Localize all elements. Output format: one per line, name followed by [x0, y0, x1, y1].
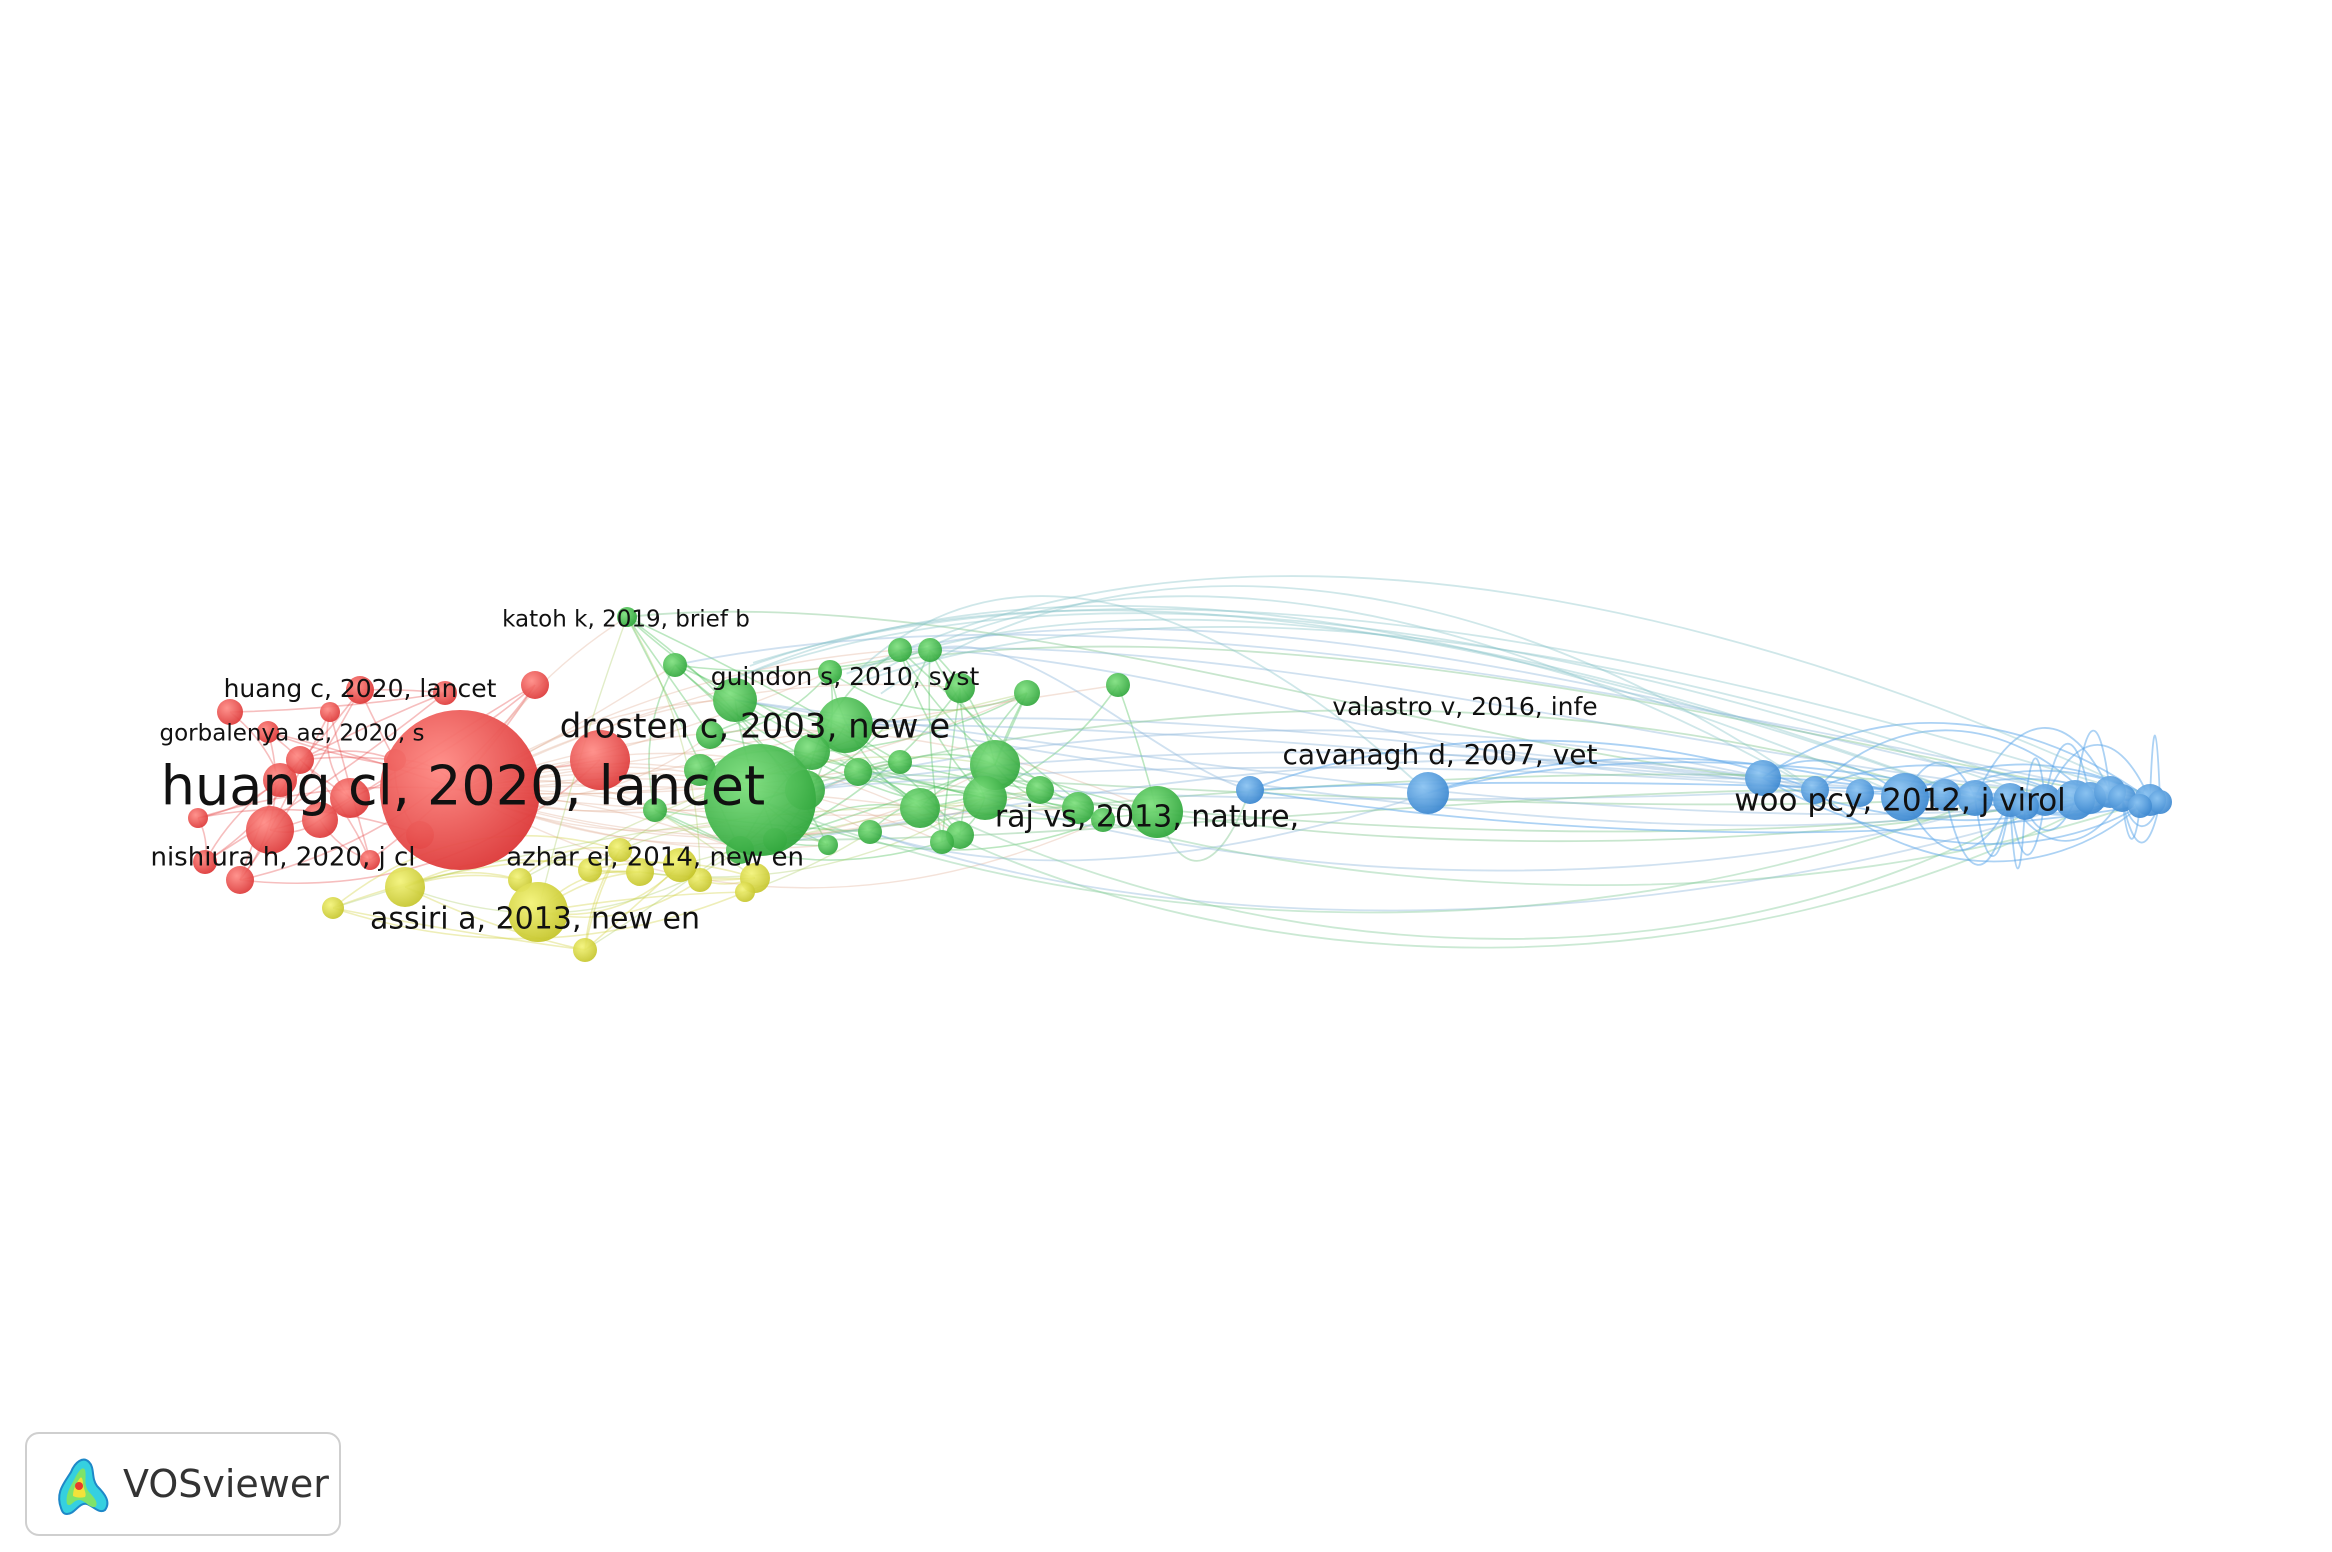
network-node-n13[interactable] — [1881, 773, 1929, 821]
network-node-n12[interactable] — [1407, 772, 1449, 814]
app-name: VOSviewer — [123, 1462, 329, 1506]
network-node-n08[interactable] — [1131, 786, 1183, 838]
node-label-n05[interactable]: drosten c, 2003, new e — [560, 707, 950, 747]
network-node — [888, 750, 912, 774]
network-node — [735, 882, 755, 902]
network-node-n03[interactable] — [257, 721, 279, 743]
network-node — [1106, 673, 1130, 697]
network-node — [696, 721, 724, 749]
network-node — [1929, 779, 1961, 811]
network-node — [918, 638, 942, 662]
network-node — [302, 802, 338, 838]
network-node — [1801, 776, 1829, 804]
network-node-n10[interactable] — [663, 848, 697, 882]
node-label-n02[interactable]: huang c, 2020, lancet — [224, 674, 497, 703]
labeled-nodes — [193, 607, 1929, 942]
network-node-n09[interactable] — [508, 882, 568, 942]
network-node — [246, 806, 294, 854]
network-node — [1062, 792, 1094, 824]
node-label-n01[interactable]: huang cl, 2020, lancet — [161, 755, 765, 818]
network-node — [663, 653, 687, 677]
network-node — [263, 763, 297, 797]
network-node — [684, 754, 716, 786]
network-node — [360, 850, 380, 870]
network-node — [844, 758, 872, 786]
vosviewer-badge: VOSviewer — [25, 1432, 341, 1536]
network-node — [188, 808, 208, 828]
network-node — [608, 838, 632, 862]
node-label-n12[interactable]: cavanagh d, 2007, vet — [1282, 738, 1597, 771]
network-node — [2128, 794, 2152, 818]
network-node — [573, 938, 597, 962]
node-label-n11[interactable]: valastro v, 2016, infe — [1332, 692, 1597, 721]
network-node — [817, 697, 873, 753]
network-node — [626, 858, 654, 886]
node-labels: huang cl, 2020, lancet huang c, 2020, lan… — [150, 607, 2065, 937]
node-label-n10[interactable]: azhar ei, 2014, new en — [506, 843, 804, 873]
network-node — [900, 788, 940, 828]
node-label-n13[interactable]: woo pcy, 2012, j virol — [1734, 783, 2066, 819]
network-node — [1846, 779, 1874, 807]
node-label-n09[interactable]: assiri a, 2013, new en — [370, 902, 700, 937]
network-node — [713, 678, 757, 722]
minor-nodes — [188, 638, 2172, 962]
network-node — [1745, 760, 1781, 796]
network-node-n05[interactable] — [704, 744, 816, 856]
network-node — [794, 734, 830, 770]
network-node — [643, 798, 667, 822]
network-node — [2011, 792, 2039, 820]
network-node-n06[interactable] — [617, 607, 637, 627]
network-node — [930, 830, 954, 854]
node-label-n04[interactable]: nishiura h, 2020, j cl — [150, 843, 415, 873]
node-label-n03[interactable]: gorbalenya ae, 2020, s — [160, 721, 425, 747]
network-node — [818, 835, 838, 855]
network-node — [2148, 790, 2172, 814]
network-node-n02[interactable] — [346, 676, 374, 704]
network-node — [286, 746, 314, 774]
network-node — [1026, 776, 1054, 804]
network-node-n01[interactable] — [380, 710, 540, 870]
network-node — [963, 776, 1007, 820]
network-node — [888, 638, 912, 662]
network-node — [578, 858, 602, 882]
network-node-n07[interactable] — [818, 660, 842, 684]
network-node — [1957, 780, 1993, 816]
network-node — [320, 702, 340, 722]
network-node — [322, 897, 344, 919]
node-label-n06[interactable]: katoh k, 2019, brief b — [502, 607, 750, 633]
network-node — [570, 730, 630, 790]
network-node-n04[interactable] — [193, 850, 217, 874]
network-node-n11[interactable] — [1236, 776, 1264, 804]
network-node — [1091, 808, 1115, 832]
network-node — [1014, 680, 1040, 706]
node-label-n07[interactable]: guindon s, 2010, syst — [711, 662, 980, 691]
network-node — [433, 681, 457, 705]
network-node — [226, 866, 254, 894]
vosviewer-logo-icon — [58, 1458, 109, 1516]
node-label-n08[interactable]: raj vs, 2013, nature, — [995, 800, 1299, 835]
network-node — [385, 867, 425, 907]
network-node — [858, 820, 882, 844]
network-node — [217, 699, 243, 725]
network-node — [521, 671, 549, 699]
network-node — [945, 673, 975, 703]
network-node — [330, 778, 370, 818]
